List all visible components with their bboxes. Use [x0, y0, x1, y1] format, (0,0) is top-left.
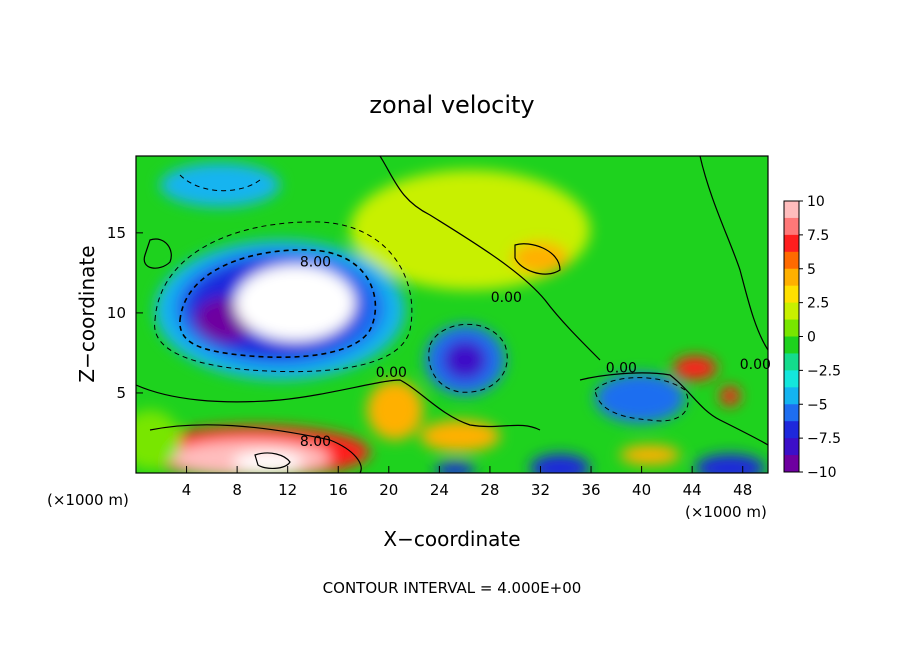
- x-tick-label: 28: [480, 481, 499, 499]
- y-axis: 5 10 15: [107, 224, 143, 402]
- x-axis-title: X−coordinate: [383, 527, 520, 551]
- colorbar-swatch: [784, 217, 799, 236]
- plot-frame: [135, 155, 769, 474]
- colorbar-swatch: [784, 353, 799, 371]
- colorbar-swatch: [784, 285, 799, 304]
- colorbar-swatch: [784, 234, 799, 253]
- y-tick-label: 10: [107, 304, 126, 322]
- x-tick-label: 16: [329, 481, 348, 499]
- x-axis: 4 8 12 16 20 24 28 32 36 40 44 48: [182, 466, 752, 499]
- x-tick-label: 44: [683, 481, 702, 499]
- colorbar-tick-label: −5: [807, 397, 828, 413]
- y-axis-title: Z−coordinate: [75, 245, 99, 382]
- colorbar: 10 7.5 5 2.5 0 −2.5 −5 −7.5 −10: [783, 194, 841, 481]
- colorbar-swatch: [784, 302, 799, 321]
- colorbar-swatch: [784, 268, 799, 287]
- colorbar-swatch: [784, 455, 799, 473]
- x-tick-label: 48: [733, 481, 752, 499]
- colorbar-swatch: [784, 438, 799, 456]
- colorbar-swatch: [784, 251, 799, 270]
- contour-label: 0.00: [376, 365, 407, 381]
- x-unit-right: (×1000 m): [685, 503, 767, 521]
- colorbar-swatch: [784, 319, 799, 337]
- colorbar-tick-label: 2.5: [807, 296, 829, 312]
- contour-interval-footer: CONTOUR INTERVAL = 4.000E+00: [323, 579, 582, 597]
- colorbar-tick-label: −2.5: [807, 363, 841, 379]
- colorbar-tick-label: −7.5: [807, 431, 841, 447]
- x-tick-label: 32: [531, 481, 550, 499]
- x-tick-label: 4: [182, 481, 192, 499]
- x-tick-label: 8: [232, 481, 242, 499]
- colorbar-swatch: [784, 404, 799, 422]
- colorbar-tick-label: 0: [807, 330, 816, 346]
- colorbar-tick-label: 7.5: [807, 228, 829, 244]
- colorbar-swatch: [784, 421, 799, 439]
- colorbar-swatch: [784, 201, 799, 219]
- colorbar-tick-label: −10: [807, 465, 837, 481]
- chart-title: zonal velocity: [369, 91, 534, 119]
- contour-labels: 8.00 0.00 0.00 8.00 0.00 0.00: [300, 255, 771, 450]
- x-tick-label: 36: [581, 481, 600, 499]
- x-tick-label: 20: [379, 481, 398, 499]
- y-tick-label: 5: [116, 384, 126, 402]
- y-tick-label: 15: [107, 224, 126, 242]
- contour-label: 0.00: [491, 290, 522, 306]
- colorbar-tick-label: 5: [807, 262, 816, 278]
- colorbar-swatch: [784, 336, 799, 354]
- heatmap-field: [136, 156, 768, 473]
- contour-label: 8.00: [300, 434, 331, 450]
- x-tick-label: 24: [430, 481, 449, 499]
- x-tick-label: 40: [632, 481, 651, 499]
- colorbar-swatch: [784, 370, 799, 388]
- colorbar-tick-label: 10: [807, 194, 825, 210]
- colorbar-swatch: [784, 387, 799, 405]
- contour-label: 0.00: [740, 357, 771, 373]
- contour-label: 0.00: [606, 360, 637, 376]
- contour-label: 8.00: [300, 255, 331, 271]
- x-unit-left: (×1000 m): [47, 491, 129, 509]
- x-tick-label: 12: [278, 481, 297, 499]
